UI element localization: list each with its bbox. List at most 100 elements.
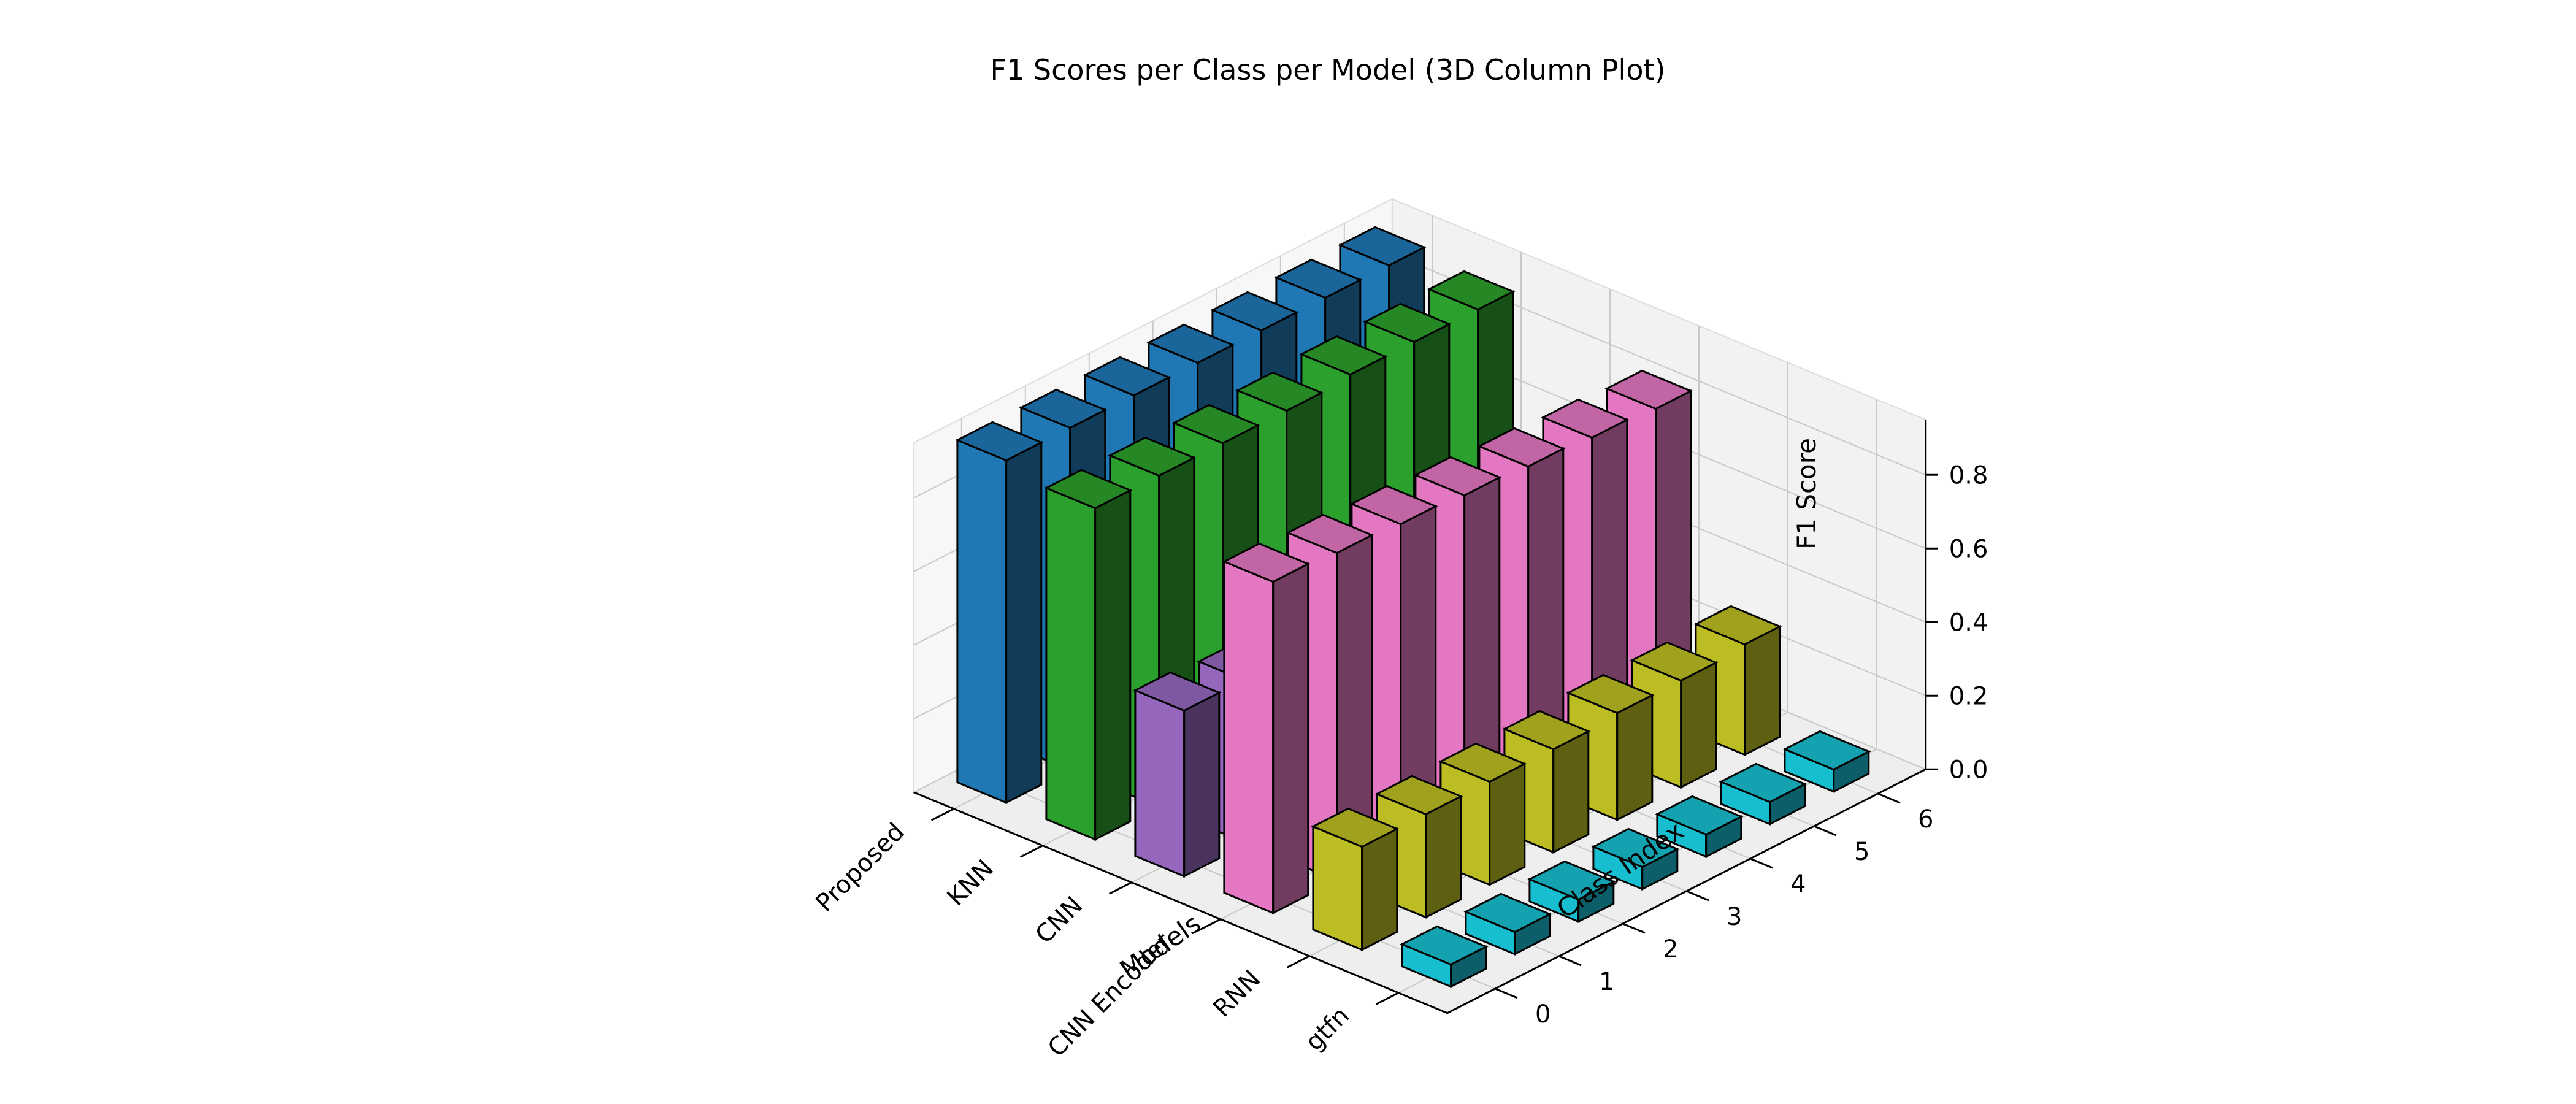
bar-front-face: [1045, 486, 1097, 841]
bar-side-face: [1552, 729, 1590, 854]
y-tick: [1750, 857, 1773, 869]
bar-top-face: [1566, 673, 1655, 715]
bar-top-face: [1400, 925, 1489, 966]
bar-side-face: [1489, 762, 1526, 887]
bar-top-face: [1604, 369, 1693, 410]
x-tick-label: Proposed: [810, 818, 910, 918]
x-tick-label: KNN: [942, 854, 999, 911]
y-tick-label: 2: [1663, 935, 1678, 964]
z-tick-label: 0.4: [1949, 608, 1988, 637]
bar-cnn-class-0: [1133, 671, 1222, 878]
y-tick-label: 1: [1599, 968, 1614, 996]
y-tick-label: 4: [1790, 870, 1806, 899]
bar-top-face: [1693, 605, 1782, 646]
bar-group: [955, 226, 1871, 989]
bar-side-face: [1680, 661, 1717, 789]
x-tick: [1375, 992, 1399, 1005]
z-tick-label: 0.0: [1949, 756, 1988, 784]
bar-top-face: [1477, 427, 1566, 468]
bar-top-face: [1133, 671, 1222, 712]
bar-top-face: [1299, 335, 1388, 376]
bar-top-face: [1502, 710, 1591, 751]
bar-top-face: [1210, 291, 1299, 332]
bar-side-face: [1744, 624, 1781, 757]
y-tick: [1622, 922, 1646, 934]
x-tick-label: gtfn: [1300, 1002, 1355, 1056]
bar-top-face: [1108, 436, 1197, 477]
bar-top-face: [1146, 323, 1235, 364]
z-axis-label: F1 Score: [1792, 438, 1822, 550]
bar-top-face: [1719, 762, 1807, 803]
x-tick-label: CNN: [1030, 891, 1088, 949]
y-tick: [1814, 825, 1837, 837]
bar-gtfn-class-4: [1655, 795, 1744, 859]
bar-side-face: [1183, 691, 1221, 878]
bar-side-face: [1425, 794, 1462, 919]
chart-title: F1 Scores per Class per Model (3D Column…: [991, 53, 1666, 86]
z-tick-label: 0.6: [1949, 535, 1988, 563]
bar-top-face: [1374, 775, 1463, 816]
z-tick-label: 0.2: [1949, 682, 1988, 710]
bar-proposed-class-0: [955, 421, 1044, 805]
bar-top-face: [1286, 513, 1374, 554]
bar-top-face: [1338, 226, 1427, 267]
bar-top-face: [1019, 388, 1108, 429]
bar-gtfn-class-2: [1527, 860, 1616, 924]
x-tick: [1286, 955, 1310, 968]
bar-knn-class-0: [1044, 469, 1133, 841]
bar-front-face: [1223, 560, 1275, 914]
bar-top-face: [1363, 302, 1452, 343]
z-tick-label: 0.8: [1949, 461, 1988, 489]
bar-top-face: [1427, 270, 1516, 311]
bar-rnn-class-0: [1311, 807, 1400, 952]
x-tick: [930, 808, 954, 821]
bar-top-face: [1655, 795, 1744, 836]
bar-front-face: [956, 439, 1008, 804]
y-tick: [1686, 890, 1709, 902]
y-tick-label: 6: [1918, 805, 1933, 834]
bar-cnn-encoder-class-0: [1222, 542, 1311, 915]
bar-side-face: [1094, 488, 1132, 841]
y-tick-label: 0: [1535, 1000, 1551, 1029]
y-tick-label: 5: [1854, 838, 1869, 866]
bar-top-face: [1274, 258, 1363, 299]
bar-top-face: [1349, 485, 1438, 526]
bar-top-face: [1044, 469, 1133, 510]
bar-front-face: [1312, 825, 1363, 951]
bar-side-face: [1361, 827, 1398, 952]
x-tick-label: RNN: [1208, 965, 1266, 1022]
bar-gtfn-class-0: [1400, 925, 1489, 989]
bar-top-face: [1541, 398, 1630, 439]
bar-front-face: [1134, 689, 1186, 878]
x-tick: [1108, 881, 1132, 895]
bar-top-face: [1782, 730, 1871, 771]
bar-gtfn-class-6: [1782, 730, 1871, 794]
x-tick: [1197, 918, 1221, 932]
y-tick-label: 3: [1727, 903, 1742, 931]
bar-top-face: [1171, 404, 1260, 445]
bar-top-face: [1413, 456, 1502, 497]
bar-side-face: [1616, 693, 1654, 822]
bar-side-face: [1272, 562, 1309, 915]
bar-top-face: [1311, 807, 1400, 848]
bar-gtfn-class-1: [1463, 892, 1552, 956]
bar-side-face: [1005, 440, 1043, 805]
bar-top-face: [1083, 356, 1171, 397]
x-axis-label: Models: [1114, 908, 1206, 985]
bar-top-face: [1438, 742, 1527, 783]
bar-gtfn-class-3: [1591, 827, 1680, 891]
bar-top-face: [955, 421, 1044, 462]
bar-top-face: [1591, 827, 1680, 868]
bar-top-face: [1630, 641, 1719, 682]
y-tick: [1558, 955, 1582, 967]
x-axis-line: [913, 791, 1448, 1014]
bar-top-face: [1463, 892, 1552, 933]
bar-top-face: [1527, 860, 1616, 901]
y-tick: [1495, 987, 1518, 999]
bar-top-face: [1235, 371, 1324, 412]
y-tick: [1877, 792, 1901, 804]
x-tick: [1019, 845, 1043, 858]
bar-top-face: [1222, 542, 1311, 583]
